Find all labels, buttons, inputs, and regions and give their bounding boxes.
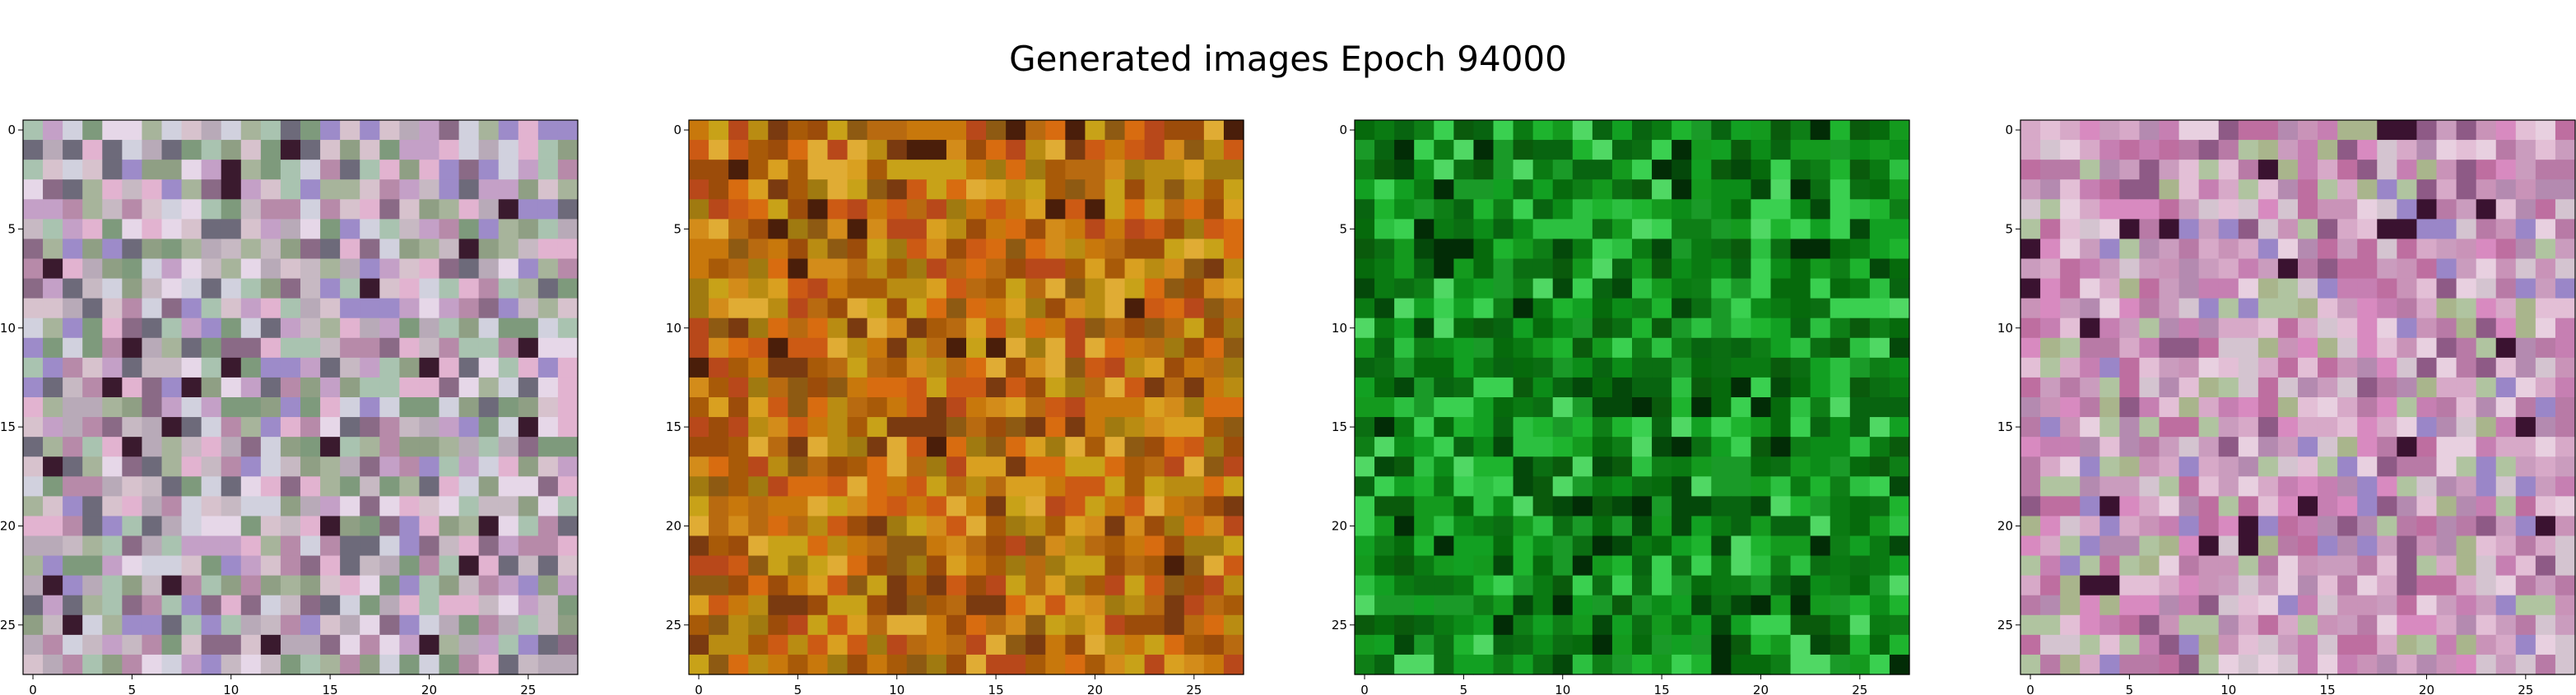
image-pixels xyxy=(2020,120,2576,675)
x-tick-label: 5 xyxy=(2126,683,2134,695)
y-tick-label: 25 xyxy=(1997,618,2013,632)
x-tick-label: 15 xyxy=(2320,683,2336,695)
y-tick-label: 15 xyxy=(1997,419,2013,434)
y-tick-label: 0 xyxy=(2005,123,2013,137)
x-tick-label: 20 xyxy=(2419,683,2434,695)
x-tick-label: 25 xyxy=(2518,683,2533,695)
y-tick-label: 5 xyxy=(2005,221,2013,236)
x-tick-label: 10 xyxy=(2220,683,2236,695)
y-tick-label: 20 xyxy=(1997,518,2013,533)
y-tick-label: 10 xyxy=(1997,321,2013,336)
x-tick-label: 0 xyxy=(2026,683,2034,695)
